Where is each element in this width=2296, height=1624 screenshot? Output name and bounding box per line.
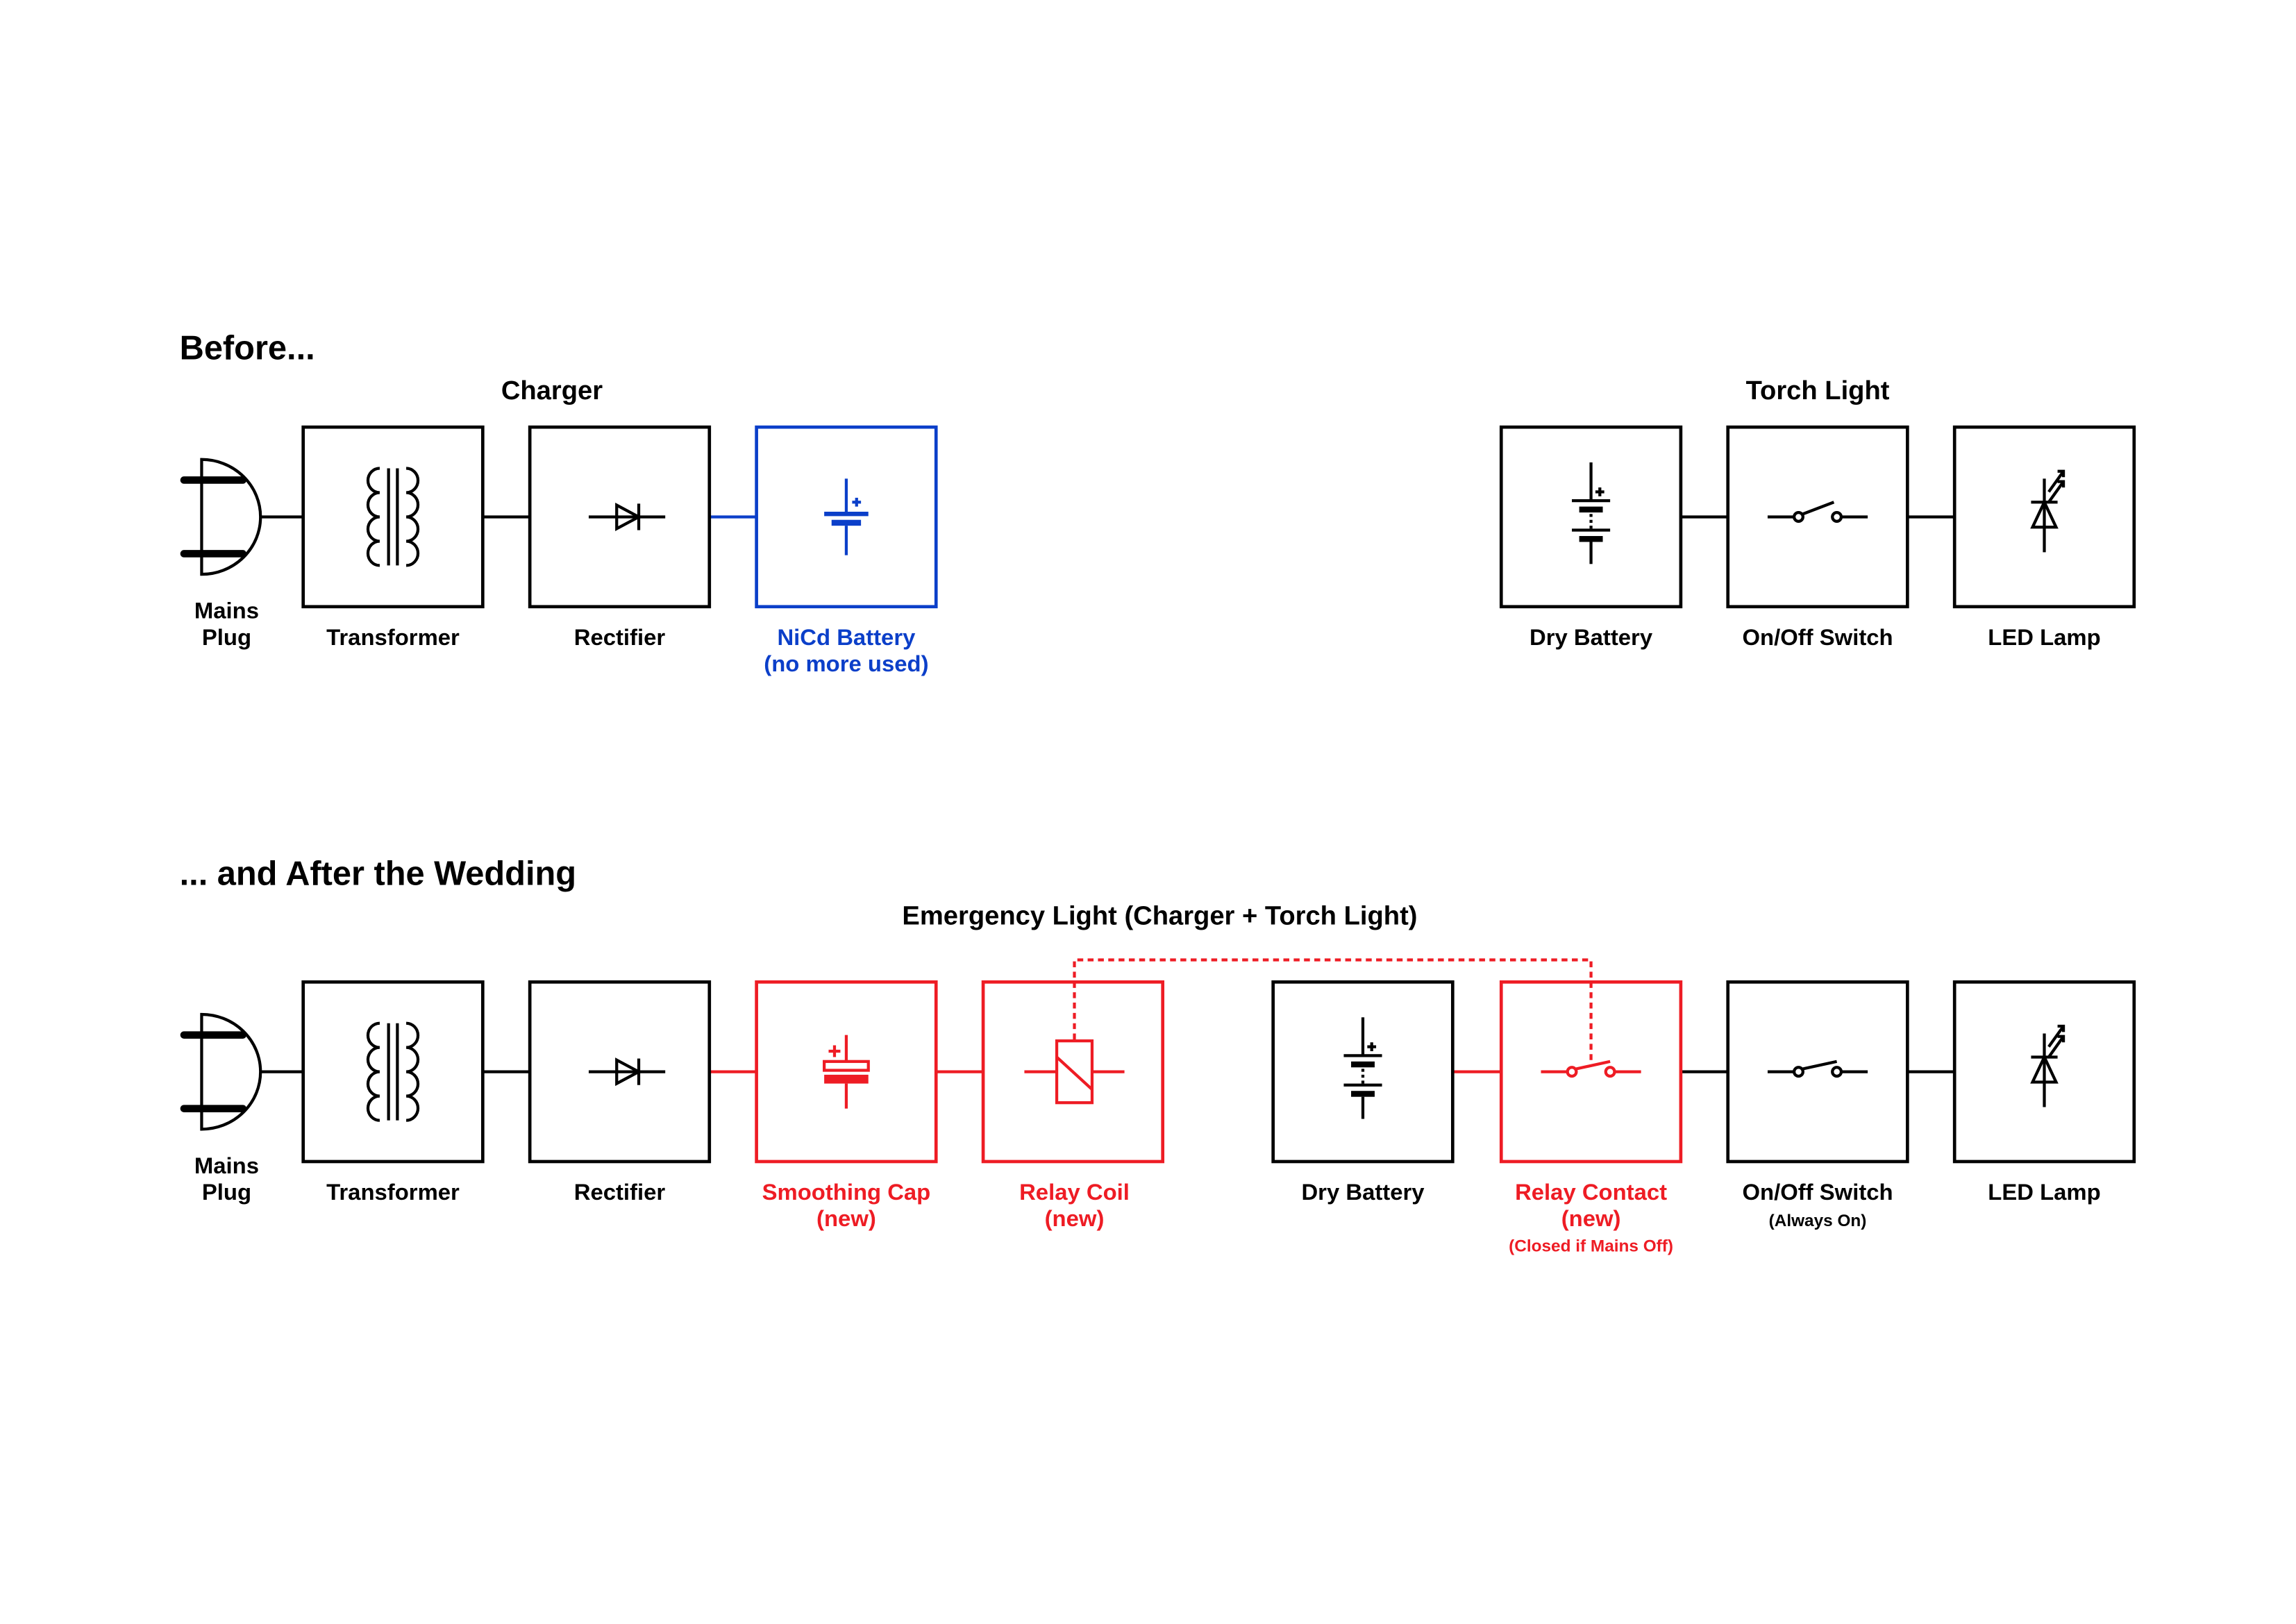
relay-contact-block (1499, 980, 1683, 1164)
torch-title: Torch Light (1746, 376, 1890, 405)
relay-contact-label: Relay Contact (new) (1515, 1179, 1667, 1231)
emergency-light-title: Emergency Light (Charger + Torch Light) (902, 901, 1417, 931)
relay-coil-label: Relay Coil (new) (1019, 1179, 1130, 1231)
transformer-label: Transformer (326, 1179, 460, 1205)
smoothing-cap-block (755, 980, 938, 1164)
dry-battery-block (1271, 980, 1455, 1164)
led-lamp-block (1952, 425, 2136, 609)
transformer-block (301, 425, 485, 609)
battery-icon (824, 478, 869, 555)
switch-label: On/Off Switch (1742, 624, 1893, 650)
dry-battery-label: Dry Battery (1301, 1179, 1425, 1205)
mains-plug-label: Mains Plug (194, 1153, 259, 1205)
switch-note: (Always On) (1769, 1212, 1867, 1230)
nicd-battery-label: NiCd Battery (no more used) (764, 624, 928, 676)
rectifier-block (528, 980, 712, 1164)
led-lamp-label: LED Lamp (1988, 1179, 2100, 1205)
rectifier-block (528, 425, 712, 609)
capacitor-icon (823, 1035, 870, 1109)
mains-plug-icon (184, 1014, 260, 1129)
after-heading: ... and After the Wedding (180, 855, 576, 892)
transformer-block (301, 980, 485, 1164)
dry-battery-block (1499, 425, 1683, 609)
smoothing-cap-label: Smoothing Cap (new) (762, 1179, 931, 1231)
led-lamp-block (1952, 980, 2136, 1164)
dry-battery-label: Dry Battery (1530, 624, 1653, 650)
transformer-label: Transformer (326, 624, 460, 650)
rectifier-label: Rectifier (574, 624, 666, 650)
switch-block (1726, 980, 1909, 1164)
mains-plug-icon (184, 460, 260, 574)
rectifier-label: Rectifier (574, 1179, 666, 1205)
relay-contact-note: (Closed if Mains Off) (1509, 1237, 1673, 1255)
mains-plug-label: Mains Plug (194, 598, 259, 650)
relay-coil-icon (1024, 1039, 1125, 1105)
switch-block (1726, 425, 1909, 609)
led-lamp-label: LED Lamp (1988, 624, 2100, 650)
switch-label: On/Off Switch (1742, 1179, 1893, 1205)
relay-mechanical-link (1073, 958, 1593, 1066)
nicd-battery-block (755, 425, 938, 609)
before-heading: Before... (180, 330, 315, 367)
relay-coil-block (981, 980, 1165, 1164)
charger-title: Charger (501, 376, 603, 405)
